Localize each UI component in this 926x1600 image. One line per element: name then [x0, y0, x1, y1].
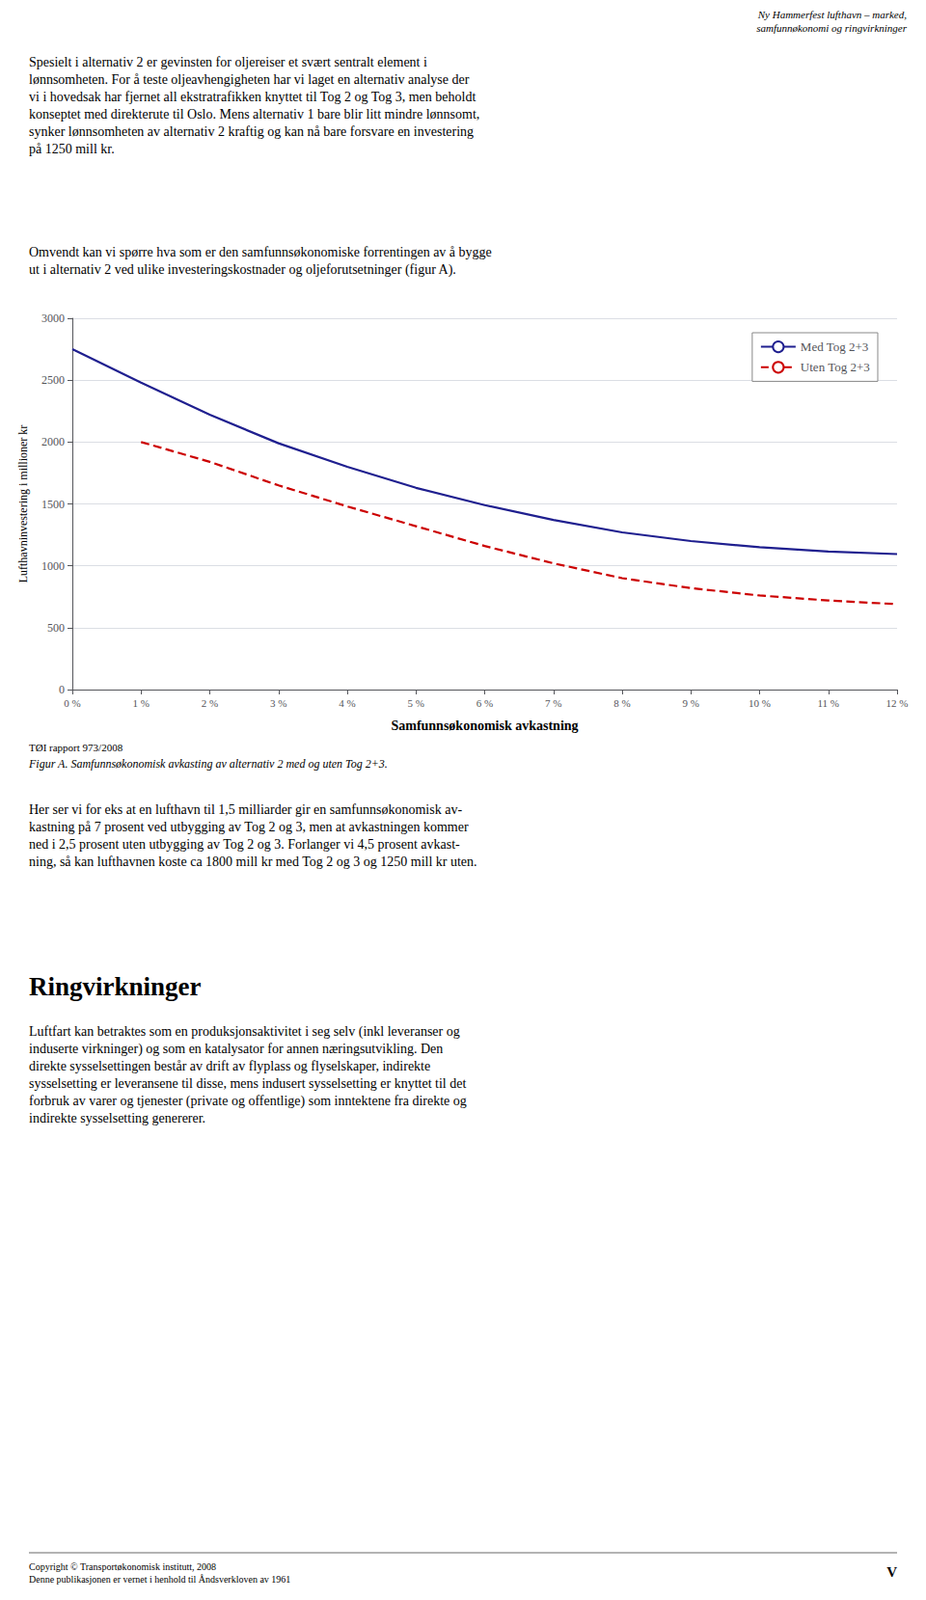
- svg-text:9 %: 9 %: [682, 697, 700, 709]
- svg-text:3 %: 3 %: [270, 697, 287, 709]
- svg-text:induserte virkninger) og som e: induserte virkninger) og som en katalysa…: [28, 1041, 443, 1058]
- svg-text:3000: 3000: [41, 311, 65, 326]
- svg-text:5 %: 5 %: [408, 697, 425, 709]
- svg-text:500: 500: [47, 621, 65, 635]
- svg-text:8 %: 8 %: [613, 697, 630, 709]
- svg-text:Samfunnsøkonomisk avkastning: Samfunnsøkonomisk avkastning: [390, 718, 578, 734]
- svg-text:2 %: 2 %: [201, 697, 218, 709]
- svg-text:Spesielt i alternativ 2 er gev: Spesielt i alternativ 2 er gevinsten for…: [28, 54, 428, 70]
- svg-text:indirekte sysselsetting genere: indirekte sysselsetting genererer.: [28, 1111, 206, 1126]
- svg-text:7 %: 7 %: [544, 697, 562, 709]
- svg-text:TØI rapport 973/2008: TØI rapport 973/2008: [28, 741, 124, 754]
- svg-text:på 1250 mill kr.: på 1250 mill kr.: [28, 141, 115, 157]
- svg-text:Omvendt kan vi spørre hva som: Omvendt kan vi spørre hva som er den sam…: [28, 245, 492, 260]
- svg-text:kastning på 7 prosent ved utby: kastning på 7 prosent ved utbygging av T…: [28, 819, 469, 835]
- svg-text:Med Tog 2+3: Med Tog 2+3: [800, 339, 869, 355]
- svg-text:Copyright © Transportøkonomisk: Copyright © Transportøkonomisk institutt…: [28, 1561, 217, 1573]
- svg-text:konseptet med direkterute til: konseptet med direkterute til Oslo. Mens…: [28, 107, 480, 122]
- svg-text:vi i hovedsak har fjernet all: vi i hovedsak har fjernet all ekstratraf…: [28, 89, 476, 105]
- svg-text:11 %: 11 %: [817, 697, 840, 709]
- svg-text:12 %: 12 %: [886, 697, 909, 709]
- svg-text:lønnsomheten. For å teste olje: lønnsomheten. For å teste oljeavhengighe…: [28, 72, 470, 87]
- svg-text:Denne publikasjonen er vernet: Denne publikasjonen er vernet i henhold …: [28, 1574, 291, 1585]
- svg-text:Ny Hammerfest lufthavn – marke: Ny Hammerfest lufthavn – marked,: [757, 8, 908, 21]
- svg-text:Uten Tog 2+3: Uten Tog 2+3: [800, 359, 871, 375]
- svg-text:1 %: 1 %: [133, 697, 150, 709]
- svg-text:Ringvirkninger: Ringvirkninger: [28, 972, 202, 1002]
- svg-text:samfunnøkonomi og ringvirkning: samfunnøkonomi og ringvirkninger: [756, 22, 908, 34]
- svg-text:ned i 2,5 prosent uten utbyggi: ned i 2,5 prosent uten utbygging av Tog …: [28, 837, 461, 852]
- svg-text:0: 0: [58, 682, 65, 697]
- svg-text:Luftfart kan betraktes som en: Luftfart kan betraktes som en produksjon…: [28, 1024, 461, 1040]
- svg-text:6 %: 6 %: [476, 697, 493, 709]
- svg-text:sysselsetting er leveransene t: sysselsetting er leveransene til disse, …: [28, 1076, 466, 1091]
- svg-text:0 %: 0 %: [63, 697, 81, 709]
- svg-text:ning, så kan lufthavnen koste: ning, så kan lufthavnen koste ca 1800 mi…: [28, 854, 478, 870]
- svg-text:1500: 1500: [41, 497, 65, 512]
- svg-text:Lufthavninvestering i millione: Lufthavninvestering i millioner kr: [16, 425, 30, 584]
- svg-text:synker lønnsomheten av alterna: synker lønnsomheten av alternativ 2 kraf…: [28, 124, 474, 139]
- svg-text:Her ser vi for eks at en lufth: Her ser vi for eks at en lufthavn til 1,…: [28, 802, 463, 818]
- svg-text:ut i alternativ 2 ved ulike in: ut i alternativ 2 ved ulike investerings…: [28, 262, 457, 278]
- svg-text:2000: 2000: [41, 435, 65, 449]
- svg-text:Figur A. Samfunnsøkonomisk avk: Figur A. Samfunnsøkonomisk avkasting av …: [27, 757, 388, 771]
- svg-text:forbruk av varer og tjenester: forbruk av varer og tjenester (private o…: [28, 1093, 467, 1110]
- svg-text:10 %: 10 %: [748, 697, 771, 709]
- svg-text:1000: 1000: [41, 559, 65, 573]
- svg-text:direkte sysselsettingen består: direkte sysselsettingen består av drift …: [28, 1059, 431, 1074]
- svg-text:2500: 2500: [41, 373, 65, 387]
- svg-text:V: V: [886, 1564, 898, 1580]
- svg-text:4 %: 4 %: [338, 697, 355, 709]
